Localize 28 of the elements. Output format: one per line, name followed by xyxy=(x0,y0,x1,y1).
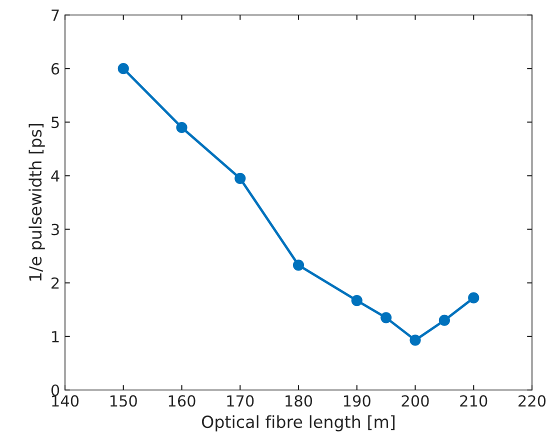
point xyxy=(176,122,188,134)
y-tick-label: 4 xyxy=(51,170,60,182)
point xyxy=(410,334,421,346)
y-tick-label: 7 xyxy=(52,10,59,21)
point xyxy=(234,172,246,184)
x-tick-label: 170 xyxy=(227,395,254,407)
x-tick-label: 160 xyxy=(168,395,196,407)
y-tick-label: 2 xyxy=(52,277,59,289)
x-tick-label: 150 xyxy=(110,395,137,407)
x-axis-title: Optical fibre length [m] xyxy=(202,415,395,432)
x-tick-label: 200 xyxy=(402,395,429,407)
y-tick-label: 0 xyxy=(51,384,60,396)
x-tick-label: 210 xyxy=(460,395,488,407)
y-tick-label: 5 xyxy=(52,116,59,128)
point xyxy=(380,312,392,324)
point xyxy=(438,314,450,326)
point xyxy=(351,294,362,306)
y-axis-title: 1/e pulsewidth [ps] xyxy=(28,124,45,281)
point xyxy=(292,260,304,271)
y-tick-label: 1 xyxy=(52,331,59,342)
y-tick-label: 3 xyxy=(52,224,59,236)
point xyxy=(468,292,480,304)
x-tick-label: 140 xyxy=(52,395,79,407)
x-tick-label: 220 xyxy=(518,395,546,407)
y-tick-label: 6 xyxy=(51,63,60,75)
x-tick-label: 190 xyxy=(344,395,370,407)
x-tick-label: 180 xyxy=(286,395,312,407)
point xyxy=(118,63,129,74)
